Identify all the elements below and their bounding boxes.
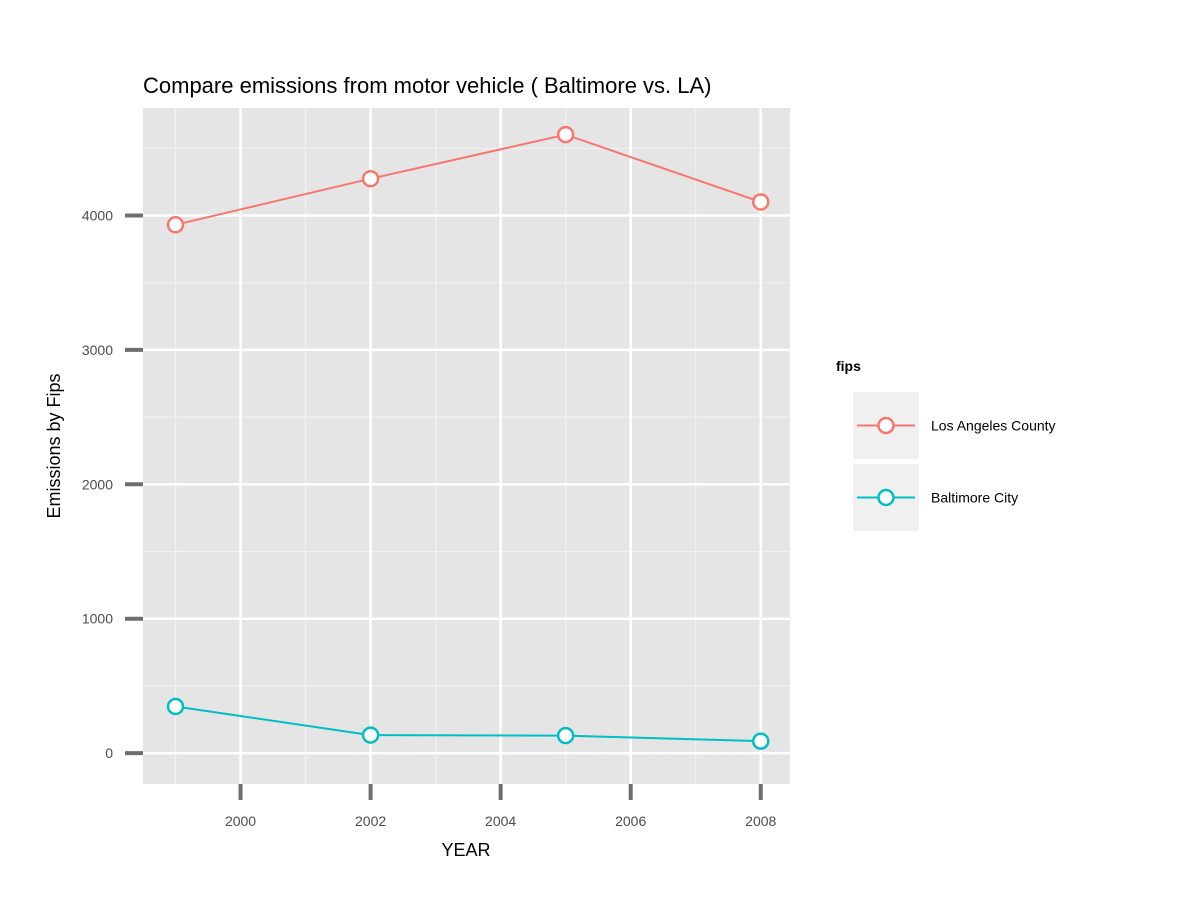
data-point-los-angeles-county (751, 193, 770, 211)
legend-key-marker (877, 488, 895, 507)
data-point-baltimore-city (166, 697, 185, 716)
y-tick-label: 2000 (82, 476, 113, 492)
y-tick-label: 0 (105, 745, 113, 761)
x-tick-label: 2006 (615, 813, 646, 829)
legend-label: Los Angeles County (931, 418, 1056, 434)
y-tick-label: 3000 (82, 342, 113, 358)
y-tick-label: 4000 (82, 208, 113, 224)
plot-panel (143, 108, 790, 784)
data-point-los-angeles-county (166, 216, 185, 234)
legend-items: Los Angeles County Baltimore City (853, 392, 1056, 531)
chart-title: Compare emissions from motor vehicle ( B… (143, 73, 712, 98)
legend-label: Baltimore City (931, 490, 1018, 506)
x-axis-title: YEAR (441, 840, 490, 860)
legend: fips Los Angeles County Baltimore City (836, 358, 1056, 531)
x-tick-label: 2004 (485, 813, 516, 829)
series-layer (166, 125, 770, 750)
x-tick-label: 2002 (355, 813, 386, 829)
data-point-baltimore-city (361, 726, 380, 744)
y-axis-title: Emissions by Fips (44, 373, 64, 518)
data-point-baltimore-city (751, 732, 770, 750)
x-tick-label: 2008 (745, 813, 776, 829)
series-line-baltimore-city (175, 705, 761, 743)
x-tick-label: 2000 (225, 813, 256, 829)
data-point-los-angeles-county (361, 169, 380, 188)
minor-gridlines (143, 108, 790, 784)
legend-title: fips (836, 358, 861, 374)
x-axis: 2000 2002 2004 2006 2008 (225, 784, 777, 829)
legend-key-marker (877, 416, 895, 435)
y-axis: 0 1000 2000 3000 4000 (82, 208, 143, 761)
series-line-los-angeles-county (175, 133, 762, 226)
major-gridlines (143, 108, 790, 784)
data-point-los-angeles-county (556, 125, 575, 144)
data-point-baltimore-city (556, 726, 575, 745)
y-tick-label: 1000 (82, 611, 113, 627)
